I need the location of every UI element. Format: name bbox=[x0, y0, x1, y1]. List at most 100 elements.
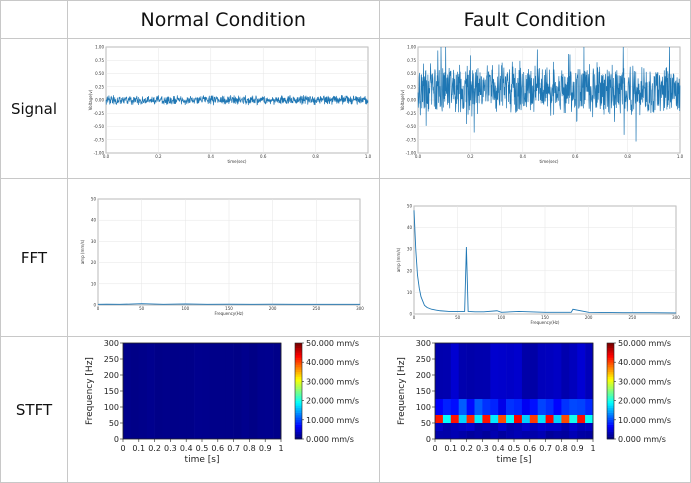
x-tick-label: 0.2 bbox=[460, 444, 473, 453]
x-tick-label: 150 bbox=[225, 306, 233, 311]
colorbar-segment bbox=[295, 407, 302, 411]
heatmap-cell bbox=[545, 415, 554, 423]
heatmap-cell bbox=[450, 431, 459, 439]
x-tick-label: 0.9 bbox=[259, 444, 272, 453]
heatmap-cell bbox=[442, 399, 451, 415]
heatmap-cell bbox=[209, 343, 219, 439]
y-tick-label: -0.75 bbox=[405, 137, 416, 142]
heatmap-cell bbox=[458, 431, 467, 439]
heatmap-cell bbox=[584, 415, 593, 423]
colorbar-segment bbox=[295, 362, 302, 365]
y-tick-label: 40 bbox=[91, 218, 97, 223]
colorbar-segment bbox=[295, 352, 302, 356]
colorbar-segment bbox=[606, 403, 614, 406]
x-tick-label: 0.1 bbox=[444, 444, 457, 453]
heatmap-cell bbox=[537, 423, 546, 431]
heatmap-cell bbox=[521, 423, 530, 431]
colorbar-segment bbox=[606, 393, 614, 397]
colorbar-tick-label: 20.000 mm/s bbox=[306, 397, 359, 406]
x-tick-label: 300 bbox=[672, 315, 680, 320]
colorbar-tick-label: 40.000 mm/s bbox=[306, 358, 359, 367]
colorbar-segment bbox=[606, 345, 614, 349]
heatmap-cell bbox=[513, 423, 522, 431]
heatmap-cell bbox=[186, 343, 195, 439]
heatmap-cell bbox=[576, 415, 585, 423]
y-axis-label: Frequency [Hz] bbox=[397, 357, 407, 425]
heatmap-cell bbox=[466, 431, 475, 439]
heatmap-cell bbox=[537, 343, 546, 399]
heatmap-cell bbox=[529, 431, 538, 439]
x-tick-label: 0 bbox=[120, 444, 125, 453]
heatmap-cell bbox=[434, 343, 443, 399]
y-tick-label: 0.75 bbox=[407, 58, 416, 63]
x-tick-label: 1.0 bbox=[365, 154, 372, 159]
x-tick-label: 50 bbox=[455, 315, 461, 320]
x-tick-label: 0.4 bbox=[180, 444, 193, 453]
colorbar-segment bbox=[295, 391, 302, 394]
colorbar-segment bbox=[295, 405, 302, 409]
x-tick-label: 0.6 bbox=[572, 154, 579, 159]
x-tick-label: 1 bbox=[590, 444, 595, 453]
colorbar-tick-label: 50.000 mm/s bbox=[306, 339, 359, 348]
colorbar-segment bbox=[606, 436, 614, 440]
colorbar-tick-label: 30.000 mm/s bbox=[306, 377, 359, 386]
header-fault-condition: Fault Condition bbox=[378, 0, 691, 39]
heatmap-cell bbox=[458, 415, 467, 423]
x-tick-label: 200 bbox=[269, 306, 277, 311]
heatmap-cell bbox=[489, 423, 498, 431]
y-tick-label: 20 bbox=[406, 268, 412, 273]
heatmap-cell bbox=[474, 399, 483, 415]
x-tick-label: 0.3 bbox=[164, 444, 177, 453]
colorbar-segment bbox=[606, 419, 614, 423]
heatmap-cell bbox=[474, 431, 483, 439]
heatmap-cell bbox=[584, 399, 593, 415]
colorbar-segment bbox=[606, 367, 614, 370]
heatmap-cell bbox=[474, 415, 483, 423]
heatmap-cell bbox=[481, 399, 491, 415]
heatmap-cell bbox=[497, 399, 506, 415]
colorbar-segment bbox=[606, 405, 614, 409]
heatmap-cell bbox=[442, 431, 451, 439]
heatmap-cell bbox=[489, 399, 498, 415]
heatmap-cell bbox=[450, 399, 459, 415]
colorbar-segment bbox=[606, 359, 614, 363]
x-tick-label: 0 bbox=[432, 444, 437, 453]
colorbar-segment bbox=[295, 415, 302, 418]
colorbar-segment bbox=[606, 434, 614, 437]
colorbar-tick-label: 50.000 mm/s bbox=[618, 339, 671, 348]
x-tick-label: 0.0 bbox=[103, 154, 110, 159]
y-tick-label: 150 bbox=[104, 387, 119, 396]
stft-normal-chart: 0 0.1 0.2 0.3 0.4 0.5 0.6 0.7 0.8 0.9 1 0 50 100 150 20… bbox=[85, 339, 359, 465]
heatmap-cell bbox=[442, 415, 451, 423]
colorbar-segment bbox=[606, 424, 614, 428]
x-tick-label: 0.8 bbox=[243, 444, 256, 453]
heatmap-cell bbox=[505, 399, 514, 415]
table-corner bbox=[0, 0, 68, 39]
heatmap-cell bbox=[217, 343, 226, 439]
x-tick-label: 0.8 bbox=[624, 154, 631, 159]
heatmap-cell bbox=[458, 399, 467, 415]
y-tick-label: 30 bbox=[91, 239, 97, 244]
y-tick-label: -1.00 bbox=[94, 151, 105, 156]
x-tick-label: 0.2 bbox=[467, 154, 474, 159]
row-label-signal: Signal bbox=[0, 38, 68, 179]
y-tick-label: 1.00 bbox=[95, 45, 104, 50]
x-tick-label: 0.1 bbox=[132, 444, 145, 453]
heatmap-cell bbox=[505, 431, 514, 439]
x-tick-label: 250 bbox=[313, 306, 321, 311]
colorbar-segment bbox=[295, 419, 302, 423]
heatmap-cell bbox=[241, 343, 250, 439]
colorbar-segment bbox=[295, 422, 302, 425]
colorbar-segment bbox=[606, 398, 614, 401]
fft-spectrum-line bbox=[97, 303, 360, 305]
x-axis-label: time [s] bbox=[185, 455, 220, 465]
colorbar-segment bbox=[606, 343, 614, 346]
heatmap-cell bbox=[466, 399, 475, 415]
heatmap-cell bbox=[497, 431, 506, 439]
colorbar-segment bbox=[606, 381, 614, 385]
y-axis-label: Frequency [Hz] bbox=[85, 357, 95, 425]
heatmap-cell bbox=[450, 415, 459, 423]
x-tick-label: 0 bbox=[412, 315, 415, 320]
y-tick-label: 0.50 bbox=[95, 71, 104, 76]
y-tick-label: -0.50 bbox=[405, 124, 416, 129]
